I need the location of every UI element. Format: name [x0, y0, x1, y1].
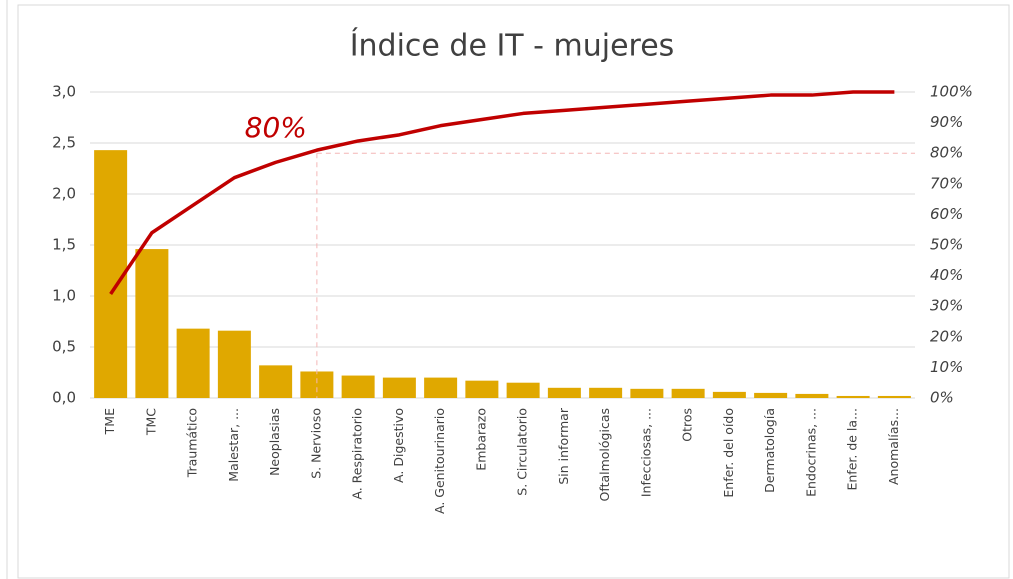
x-tick-label: Infecciosas, ... — [638, 408, 653, 497]
x-tick-label: Otros — [680, 408, 695, 442]
y2-tick-label: 80% — [930, 144, 963, 162]
x-tick-label: S. Circulatorio — [515, 408, 530, 496]
x-tick-label: Embarazo — [473, 408, 488, 471]
bar — [754, 392, 788, 398]
bar — [712, 391, 746, 398]
y-tick-label: 2,0 — [52, 185, 76, 203]
bar — [341, 375, 375, 398]
x-tick-label: Malestar, ... — [226, 408, 241, 482]
y-tick-label: 1,5 — [52, 236, 76, 254]
bar — [671, 388, 705, 398]
y2-tick-label: 60% — [930, 205, 963, 223]
y-tick-label: 3,0 — [52, 83, 76, 101]
x-tick-label: A. Digestivo — [391, 408, 406, 483]
x-tick-label: TMC — [143, 408, 158, 436]
bar — [506, 382, 540, 398]
y2-tick-label: 90% — [930, 113, 963, 131]
bar — [424, 377, 458, 398]
bar — [589, 387, 623, 398]
y2-tick-label: 100% — [930, 83, 973, 101]
x-tick-label: Dermatología — [762, 408, 777, 493]
y2-tick-label: 30% — [930, 297, 963, 315]
x-tick-label: Enfer. de la... — [845, 408, 860, 491]
bar — [217, 330, 251, 398]
bar — [94, 150, 128, 398]
bar — [836, 395, 870, 398]
x-tick-label: TME — [102, 408, 117, 435]
x-tick-label: Oftalmológicas — [597, 408, 612, 501]
bar — [176, 328, 210, 398]
x-tick-label: A. Respiratorio — [350, 408, 365, 500]
y-tick-label: 0,0 — [52, 389, 76, 407]
cumulative-line — [109, 90, 895, 295]
x-tick-label: Traumático — [185, 408, 200, 478]
y2-tick-label: 10% — [930, 358, 963, 376]
bar — [135, 249, 169, 398]
bar — [795, 393, 829, 398]
x-tick-label: S. Nervioso — [308, 408, 323, 479]
bar — [877, 395, 911, 398]
bar — [259, 365, 293, 398]
x-tick-label: Sin informar — [556, 407, 571, 485]
x-tick-label: Endocrinas, ... — [803, 408, 818, 497]
annotation: 80% — [245, 111, 307, 144]
y2-tick-label: 40% — [930, 266, 963, 284]
bar — [630, 388, 664, 398]
bar — [382, 377, 416, 398]
y2-tick-label: 20% — [930, 327, 963, 345]
y2-tick-label: 50% — [930, 236, 963, 254]
bar — [547, 387, 581, 398]
x-tick-label: Enfer. del oído — [721, 408, 736, 498]
x-tick-label: A. Genitourinario — [432, 408, 447, 514]
bar — [465, 380, 499, 398]
x-tick-label: Neoplasias — [267, 408, 282, 476]
chart-frame — [17, 4, 1010, 579]
y-tick-label: 2,5 — [52, 134, 76, 152]
y2-tick-label: 0% — [930, 389, 954, 407]
chart-title: Índice de IT - mujeres — [350, 28, 675, 64]
bar — [300, 371, 334, 398]
y-tick-label: 0,5 — [52, 338, 76, 356]
y2-tick-label: 70% — [930, 174, 963, 192]
x-axis-labels: TME TMC Traumático Malestar, ... Neoplasias S… — [102, 407, 901, 514]
y-tick-label: 1,0 — [52, 287, 76, 305]
x-tick-label: Anomalías... — [886, 408, 901, 485]
